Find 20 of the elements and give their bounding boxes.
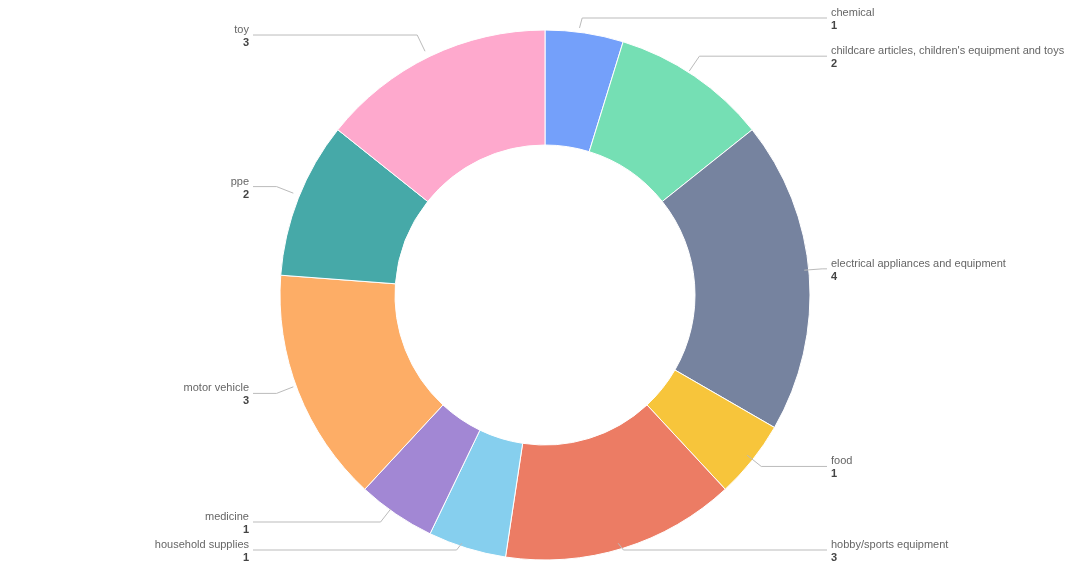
data-label: 3	[242, 36, 249, 49]
slice-label: medicine	[204, 510, 249, 522]
slice-label: chemical	[831, 6, 875, 18]
data-label: 4	[831, 269, 838, 282]
slice-label: household supplies	[154, 538, 250, 550]
data-label: 1	[831, 19, 838, 31]
data-label: 2	[831, 57, 838, 70]
slice-label: food	[831, 454, 853, 467]
slice-label: toy	[234, 23, 250, 36]
data-label: 1	[242, 523, 249, 535]
slice-label: electrical appliances and equipment	[831, 256, 1006, 269]
data-label: 3	[831, 551, 838, 563]
data-label: 1	[242, 551, 249, 563]
slice-label: motor vehicle	[183, 381, 249, 394]
data-label: 1	[831, 467, 838, 480]
data-label: 3	[242, 394, 249, 407]
slice-label: ppe	[230, 174, 249, 187]
slice-label: childcare articles, children's equipment and toys	[831, 44, 1065, 57]
data-label: 2	[242, 187, 249, 200]
slice-label: hobby/sports equipment	[831, 538, 949, 550]
